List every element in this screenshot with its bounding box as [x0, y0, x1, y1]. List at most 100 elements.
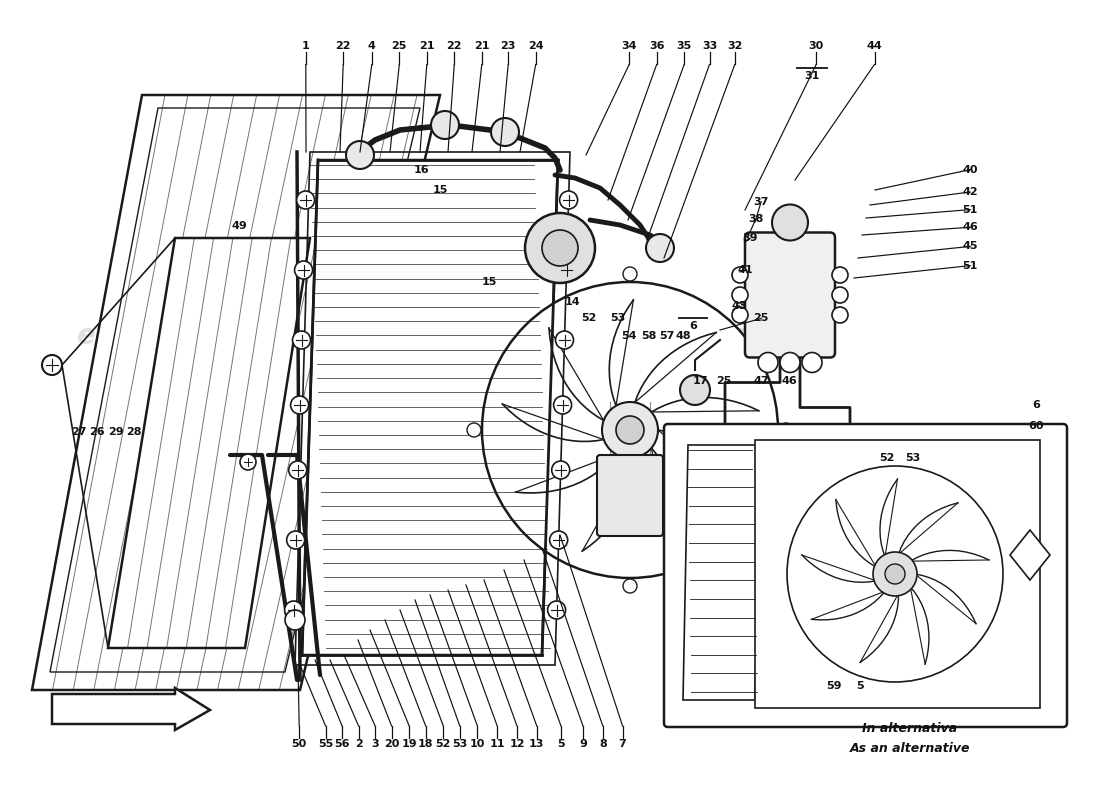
Text: 52: 52 [436, 739, 451, 749]
Circle shape [552, 461, 570, 479]
Text: 1: 1 [301, 42, 310, 51]
Circle shape [623, 579, 637, 593]
Polygon shape [52, 688, 210, 730]
Circle shape [42, 355, 62, 375]
Text: 53: 53 [452, 739, 468, 749]
Circle shape [886, 564, 905, 584]
Text: 51: 51 [962, 205, 978, 214]
Text: 53: 53 [610, 314, 626, 323]
Text: 15: 15 [432, 186, 448, 195]
Circle shape [772, 205, 808, 241]
Circle shape [623, 267, 637, 281]
Text: 49: 49 [232, 221, 248, 230]
Text: eurospares: eurospares [77, 322, 253, 350]
Text: 11: 11 [490, 739, 505, 749]
Text: 28: 28 [126, 427, 142, 437]
Text: As an alternative: As an alternative [849, 742, 970, 754]
Text: 46: 46 [782, 376, 797, 386]
Text: 45: 45 [962, 242, 978, 251]
Text: 33: 33 [702, 42, 717, 51]
Circle shape [680, 375, 710, 405]
Text: 5: 5 [558, 739, 564, 749]
Text: 56: 56 [334, 739, 350, 749]
Text: 35: 35 [676, 42, 692, 51]
Polygon shape [755, 440, 1040, 708]
Text: 19: 19 [402, 739, 417, 749]
Circle shape [240, 454, 256, 470]
Circle shape [491, 118, 519, 146]
Text: 48: 48 [675, 331, 691, 341]
Text: 13: 13 [529, 739, 544, 749]
Text: 52: 52 [879, 453, 894, 462]
Text: 26: 26 [89, 427, 104, 437]
Circle shape [525, 213, 595, 283]
Circle shape [542, 230, 578, 266]
Text: 25: 25 [754, 314, 769, 323]
Circle shape [732, 287, 748, 303]
Circle shape [832, 307, 848, 323]
Polygon shape [683, 445, 760, 700]
Text: 36: 36 [649, 42, 664, 51]
Text: 47: 47 [754, 376, 769, 386]
Text: 18: 18 [418, 739, 433, 749]
Text: 22: 22 [336, 42, 351, 51]
Text: 5: 5 [857, 682, 864, 691]
Text: 9: 9 [579, 739, 587, 749]
Text: 60: 60 [1028, 421, 1044, 430]
Text: 3: 3 [372, 739, 378, 749]
Circle shape [646, 234, 674, 262]
Text: eurospares: eurospares [77, 482, 253, 510]
Circle shape [550, 531, 568, 549]
Circle shape [287, 531, 305, 549]
Text: 8: 8 [598, 739, 607, 749]
Polygon shape [108, 238, 310, 648]
Circle shape [556, 331, 573, 349]
Text: 15: 15 [482, 277, 497, 286]
Circle shape [732, 267, 748, 283]
Circle shape [832, 267, 848, 283]
Text: 21: 21 [474, 42, 490, 51]
Text: 57: 57 [659, 331, 674, 341]
Circle shape [732, 307, 748, 323]
Circle shape [758, 353, 778, 373]
Text: eurospares: eurospares [407, 322, 583, 350]
FancyBboxPatch shape [664, 424, 1067, 727]
Text: 25: 25 [392, 42, 407, 51]
Text: 17: 17 [693, 376, 708, 386]
Circle shape [779, 423, 793, 437]
Polygon shape [302, 160, 558, 655]
Circle shape [295, 261, 312, 279]
Text: 50: 50 [292, 739, 307, 749]
Text: 40: 40 [962, 165, 978, 174]
Text: 34: 34 [621, 42, 637, 51]
Circle shape [285, 610, 305, 630]
Circle shape [558, 261, 575, 279]
Text: 21: 21 [419, 42, 435, 51]
Polygon shape [32, 95, 440, 690]
Circle shape [482, 282, 778, 578]
Text: 22: 22 [447, 42, 462, 51]
Text: 42: 42 [962, 187, 978, 197]
Circle shape [285, 601, 303, 619]
Text: 41: 41 [738, 266, 754, 275]
Circle shape [616, 416, 644, 444]
Polygon shape [1010, 530, 1050, 580]
Text: 44: 44 [867, 42, 882, 51]
Circle shape [553, 396, 572, 414]
Text: 29: 29 [108, 427, 123, 437]
Text: 38: 38 [748, 214, 763, 224]
Text: 46: 46 [962, 222, 978, 232]
Text: 52: 52 [581, 314, 596, 323]
Text: 23: 23 [500, 42, 516, 51]
Circle shape [293, 331, 310, 349]
Circle shape [802, 353, 822, 373]
Text: 39: 39 [742, 234, 758, 243]
Text: 27: 27 [72, 427, 87, 437]
Circle shape [468, 423, 481, 437]
Circle shape [346, 141, 374, 169]
Text: 25: 25 [716, 376, 732, 386]
Circle shape [786, 466, 1003, 682]
Text: 59: 59 [826, 682, 842, 691]
Text: 14: 14 [564, 298, 580, 307]
Text: 31: 31 [804, 71, 820, 81]
